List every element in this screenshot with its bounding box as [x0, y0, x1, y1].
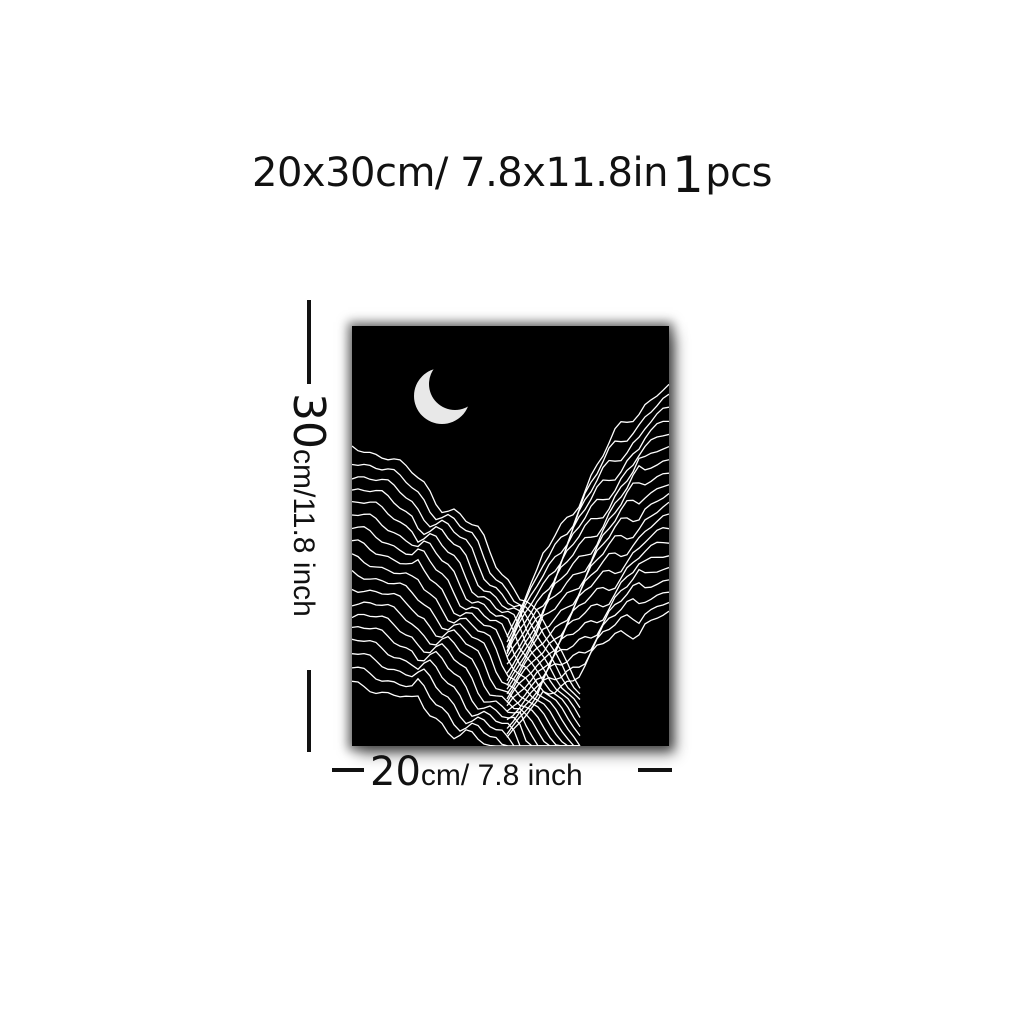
height-unit: cm/11.8 inch	[287, 449, 320, 617]
quantity-unit: pcs	[705, 150, 772, 196]
wave-line	[506, 591, 669, 729]
width-value: 20	[370, 749, 421, 795]
wave-line	[352, 488, 581, 709]
wave-line	[352, 601, 580, 746]
left-wave-lines	[352, 445, 581, 746]
canvas-print	[352, 326, 669, 746]
wave-line	[352, 539, 581, 746]
wave-line	[506, 383, 669, 638]
wave-line	[506, 501, 669, 690]
width-marker-right	[638, 768, 672, 772]
width-marker-left	[332, 768, 364, 772]
height-marker-top	[307, 300, 311, 384]
wave-line	[506, 420, 669, 652]
right-wave-lines	[506, 383, 669, 738]
quantity-number: 1	[671, 146, 704, 204]
size-text: 20x30cm/ 7.8x11.8in	[252, 150, 668, 196]
wave-line	[506, 579, 669, 721]
wave-line	[506, 527, 669, 700]
wave-line	[506, 433, 669, 654]
wave-line	[352, 666, 580, 746]
wave-line	[352, 513, 581, 728]
wave-line	[352, 526, 581, 736]
wave-line	[506, 610, 669, 738]
height-value: 30	[283, 393, 334, 449]
wave-line	[506, 446, 669, 658]
height-label: 30cm/11.8 inch	[283, 393, 334, 617]
wave-line	[352, 588, 580, 746]
wave-line	[352, 625, 580, 746]
wave-line	[506, 541, 669, 703]
wave-line	[506, 472, 669, 674]
wave-line	[352, 570, 580, 746]
width-label: 20cm/ 7.8 inch	[370, 752, 583, 792]
height-marker-bottom	[307, 670, 311, 752]
wave-line	[506, 566, 669, 712]
width-unit: cm/ 7.8 inch	[420, 759, 583, 792]
line-art-landscape	[352, 326, 669, 746]
wave-line	[352, 553, 580, 746]
wave-line	[352, 652, 580, 746]
wave-line	[352, 638, 580, 746]
crescent-moon-icon	[414, 358, 481, 424]
wave-line	[506, 555, 669, 707]
wave-line	[506, 513, 669, 695]
wave-line	[506, 459, 669, 665]
wave-line	[352, 500, 581, 718]
wave-line	[506, 393, 669, 643]
wave-line	[352, 680, 580, 746]
product-size-title: 20x30cm/ 7.8x11.8in1pcs	[0, 140, 1024, 204]
wave-line	[506, 484, 669, 682]
wave-line	[506, 492, 669, 686]
wave-line	[506, 406, 669, 648]
